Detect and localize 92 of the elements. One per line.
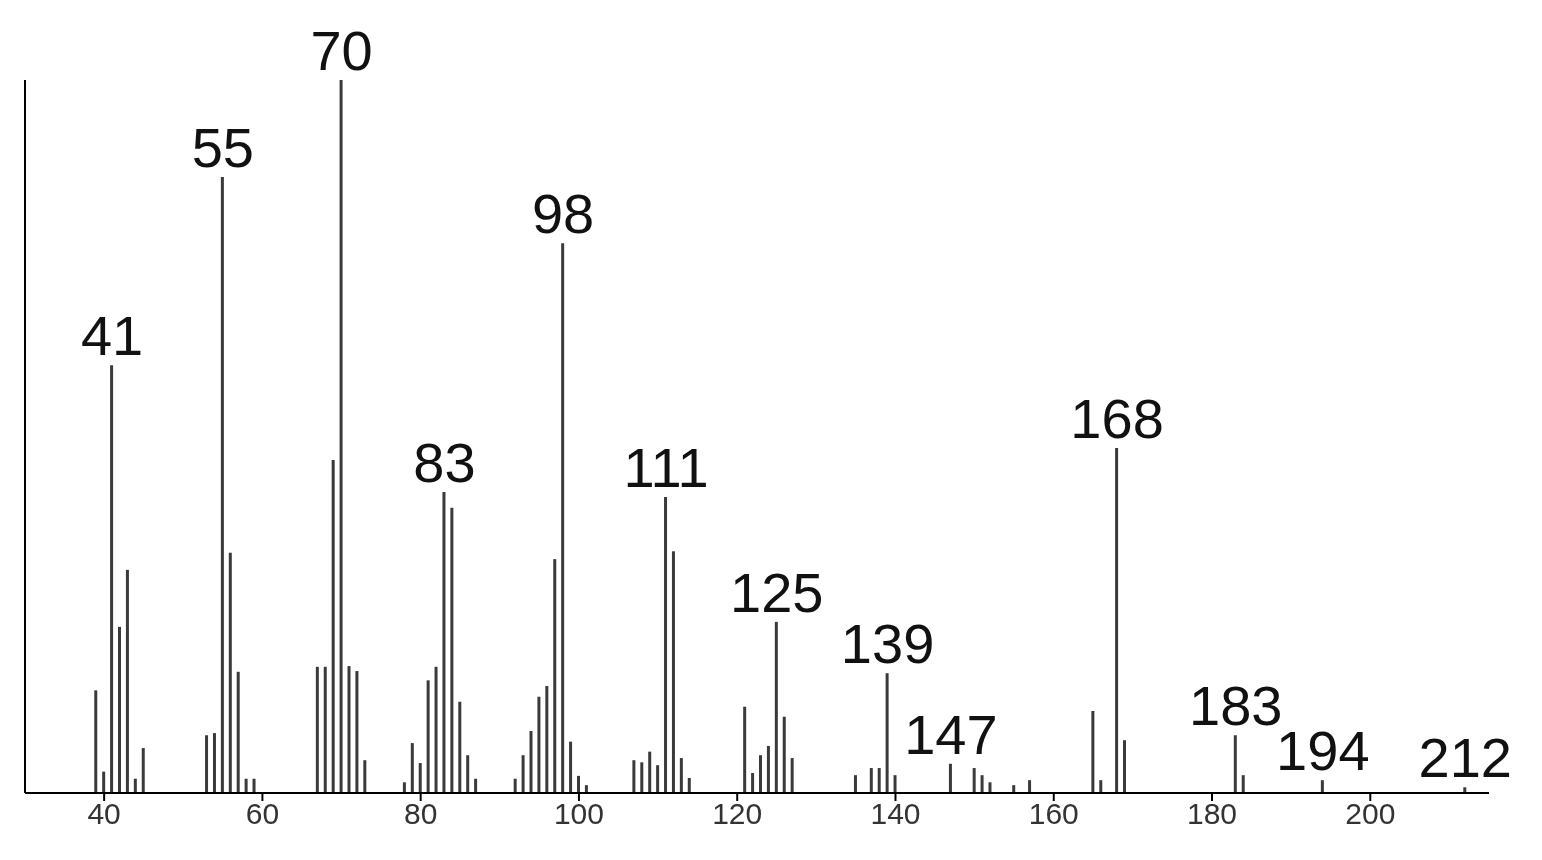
annotation: 147	[904, 702, 998, 766]
bar	[853, 775, 857, 793]
annotation: 83	[413, 431, 476, 495]
bar	[782, 716, 786, 793]
bar	[94, 690, 98, 793]
bar	[656, 765, 660, 793]
bar	[133, 778, 137, 793]
x-tick-label: 140	[870, 797, 921, 831]
bar	[220, 176, 224, 793]
bar	[402, 782, 406, 793]
annotation: 168	[1070, 386, 1164, 450]
annotation: 55	[191, 115, 254, 179]
x-tick-label: 200	[1345, 797, 1396, 831]
bar	[355, 671, 359, 793]
bar	[442, 492, 446, 793]
bar	[576, 775, 580, 793]
bar	[1091, 711, 1095, 793]
bar	[1123, 740, 1127, 793]
bar	[418, 763, 422, 793]
bar	[410, 743, 414, 793]
bar	[236, 671, 240, 793]
bar	[877, 768, 881, 793]
bar	[545, 686, 549, 793]
bar	[569, 741, 573, 793]
bar	[331, 460, 335, 793]
annotation: 111	[623, 436, 709, 500]
annotation: 125	[730, 560, 824, 624]
bar	[466, 755, 470, 793]
bar	[679, 758, 683, 793]
bar	[323, 666, 327, 793]
bar	[521, 755, 525, 793]
annotation: 70	[310, 19, 373, 82]
x-tick-label: 60	[245, 797, 280, 831]
bar	[774, 621, 778, 793]
bar	[687, 778, 691, 793]
bar	[205, 735, 209, 793]
bar	[640, 762, 644, 793]
bar	[671, 551, 675, 793]
bar	[1320, 780, 1324, 793]
annotation: 98	[531, 182, 595, 246]
bar	[141, 748, 145, 793]
bar	[1115, 447, 1119, 793]
bar	[553, 559, 557, 793]
bar	[315, 666, 319, 793]
bar	[458, 701, 462, 793]
bar	[869, 768, 873, 793]
bar	[118, 626, 122, 793]
bar	[885, 673, 889, 793]
bar	[102, 771, 106, 793]
bar	[212, 733, 216, 793]
bar	[513, 778, 517, 793]
bar	[766, 745, 770, 793]
bar	[664, 497, 668, 793]
x-tick-label: 80	[403, 797, 438, 831]
bar	[474, 778, 478, 793]
annotation: 41	[80, 304, 144, 368]
bar	[1099, 780, 1103, 793]
bar	[339, 80, 343, 793]
bar	[632, 760, 636, 793]
bar	[1233, 735, 1237, 793]
bar	[751, 773, 755, 793]
x-tick-label: 160	[1028, 797, 1079, 831]
bar	[648, 751, 652, 793]
bar	[529, 730, 533, 793]
bar	[1241, 775, 1245, 793]
annotation: 139	[840, 612, 935, 676]
bar	[743, 706, 747, 793]
bar	[893, 775, 897, 793]
bar	[347, 666, 351, 793]
bar	[363, 760, 367, 793]
bar	[790, 758, 794, 793]
bar	[228, 552, 232, 793]
bar	[759, 755, 762, 793]
bar	[252, 778, 256, 793]
bar	[450, 507, 454, 793]
bar	[537, 696, 541, 793]
x-tick-label: 100	[553, 797, 604, 831]
bar	[972, 768, 976, 793]
bar	[110, 365, 114, 793]
bar	[988, 782, 992, 793]
bar	[426, 680, 430, 793]
x-tick-label: 40	[87, 797, 121, 831]
bar	[980, 775, 984, 793]
annotation: 212	[1418, 726, 1512, 790]
bar	[561, 243, 565, 793]
bar	[125, 569, 129, 793]
x-tick-label: 120	[712, 797, 763, 831]
bar	[434, 666, 438, 793]
bar	[948, 763, 952, 793]
bar	[244, 778, 248, 793]
x-tick-label: 180	[1187, 797, 1238, 831]
bar	[1028, 780, 1032, 793]
